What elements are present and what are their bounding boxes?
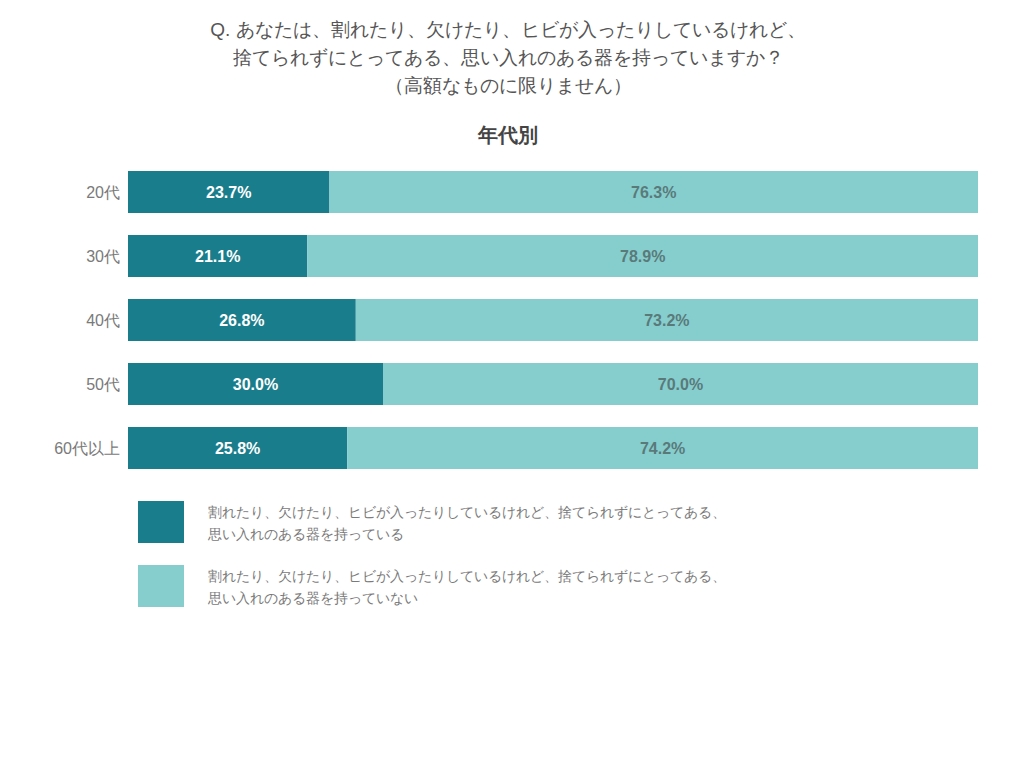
svg-text:25.8%: 25.8% — [215, 440, 260, 457]
svg-text:74.2%: 74.2% — [640, 440, 685, 457]
svg-text:78.9%: 78.9% — [620, 248, 665, 265]
html-text:捨てられずにとってある、思い入れのある器を持っていますか？: 捨てられずにとってある、思い入れのある器を持っていますか？ — [232, 47, 784, 68]
html-text:思い入れのある器を持っていない: 思い入れのある器を持っていない — [208, 590, 418, 606]
svg-text:73.2%: 73.2% — [644, 312, 689, 329]
svg-text:23.7%: 23.7% — [206, 184, 251, 201]
html-text:思い入れのある器を持っている: 思い入れのある器を持っている — [208, 526, 404, 542]
svg-text:20代: 20代 — [86, 184, 120, 201]
svg-text:30.0%: 30.0% — [233, 376, 278, 393]
html-text:年代別: 年代別 — [478, 124, 538, 146]
svg-text:21.1%: 21.1% — [195, 248, 240, 265]
html-text:（高額なものに限りません）: （高額なものに限りません） — [384, 75, 632, 96]
html-text:割れたり、欠けたり、ヒビが入ったりしているけれど、捨てられず: 割れたり、欠けたり、ヒビが入ったりしているけれど、捨てられずにとってある、 — [208, 568, 726, 584]
svg-text:70.0%: 70.0% — [658, 376, 703, 393]
html-text:割れたり、欠けたり、ヒビが入ったりしているけれど、捨てられず: 割れたり、欠けたり、ヒビが入ったりしているけれど、捨てられずにとってある、 — [208, 504, 726, 520]
svg-text:26.8%: 26.8% — [219, 312, 264, 329]
svg-text:60代以上: 60代以上 — [54, 440, 120, 457]
svg-text:76.3%: 76.3% — [631, 184, 676, 201]
svg-text:30代: 30代 — [86, 248, 120, 265]
html-text:Q. あなたは、割れたり、欠けたり、ヒビが入ったりしているけ: Q. あなたは、割れたり、欠けたり、ヒビが入ったりしているけれど、 — [210, 19, 806, 40]
svg-text:50代: 50代 — [86, 376, 120, 393]
svg-text:40代: 40代 — [86, 312, 120, 329]
